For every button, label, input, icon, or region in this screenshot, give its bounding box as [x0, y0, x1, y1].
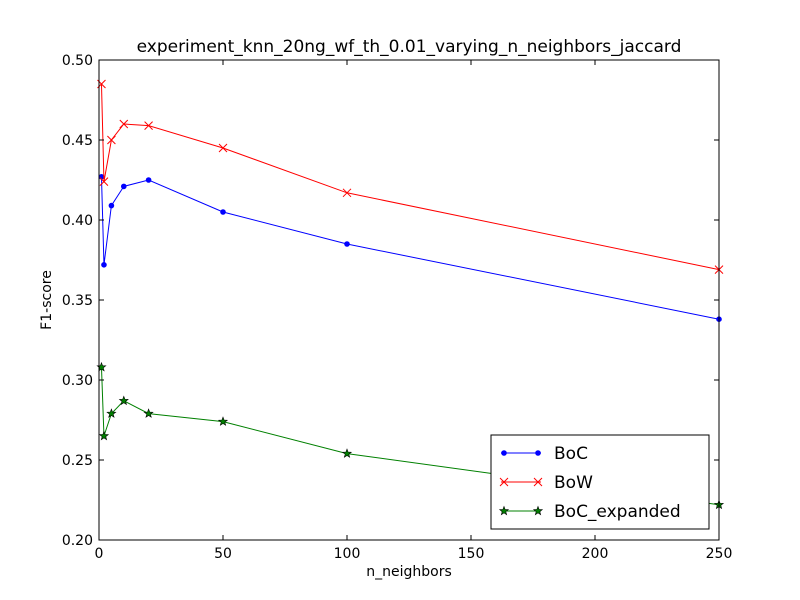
legend-marker: [532, 505, 544, 516]
series-line: [100, 83, 720, 271]
legend-marker: [499, 477, 509, 487]
legend-label: BoW: [554, 473, 593, 493]
y-tick-label: 0.20: [62, 533, 93, 549]
series-line: [100, 176, 720, 320]
legend-entry: BoC_expanded: [498, 502, 681, 522]
chart-title: experiment_knn_20ng_wf_th_0.01_varying_n…: [137, 37, 682, 57]
series-line: [100, 367, 720, 506]
x-tick-label: 0: [95, 546, 104, 562]
data-point: [121, 183, 127, 190]
data-point: [217, 416, 229, 426]
y-tick-label: 0.30: [62, 373, 93, 389]
y-tick-label: 0.50: [62, 53, 93, 69]
data-point: [96, 361, 107, 372]
data-point: [99, 177, 109, 186]
y-tick-label: 0.35: [62, 293, 93, 309]
data-point: [98, 174, 105, 180]
data-point: [344, 241, 350, 247]
y-tick-label: 0.25: [62, 453, 93, 469]
legend-label: BoC: [554, 444, 588, 464]
legend-marker: [501, 450, 507, 456]
data-point: [108, 202, 115, 209]
series-layer: [96, 79, 725, 510]
legend-marker: [533, 477, 543, 487]
data-point: [101, 262, 107, 268]
legend-marker: [535, 450, 541, 456]
data-point: [342, 188, 352, 198]
x-axis-label: n_neighbors: [366, 564, 452, 580]
data-point: [143, 408, 154, 418]
y-axis-label: F1-score: [39, 270, 55, 330]
series-boc: [98, 174, 722, 323]
x-tick-label: 50: [214, 546, 232, 562]
legend: BoC BoW BoC_expanded: [490, 434, 710, 530]
data-point: [119, 119, 129, 129]
legend-marker: [498, 505, 510, 516]
data-point: [98, 430, 110, 441]
legend-label: BoC_expanded: [554, 502, 681, 522]
data-point: [106, 408, 117, 418]
data-point: [144, 121, 153, 130]
series-boc-expanded: [96, 361, 725, 510]
x-tick-label: 250: [706, 546, 733, 562]
x-tick-label: 100: [334, 546, 361, 562]
legend-entry: BoC: [501, 444, 588, 464]
series-bow: [97, 79, 724, 274]
data-point: [341, 448, 353, 458]
data-point: [118, 395, 129, 406]
data-point: [145, 177, 152, 183]
ticks-layer: 0 50 100 150 200 250 0.20 0.25 0.30 0.35 0.40 0.45 0…: [62, 53, 733, 562]
data-point: [218, 143, 228, 153]
x-tick-label: 200: [582, 546, 609, 562]
legend-entry: BoW: [499, 473, 593, 493]
y-tick-label: 0.45: [62, 133, 93, 149]
x-tick-label: 150: [458, 546, 485, 562]
y-tick-label: 0.40: [62, 213, 93, 229]
data-point: [107, 135, 116, 145]
data-point: [220, 209, 226, 215]
